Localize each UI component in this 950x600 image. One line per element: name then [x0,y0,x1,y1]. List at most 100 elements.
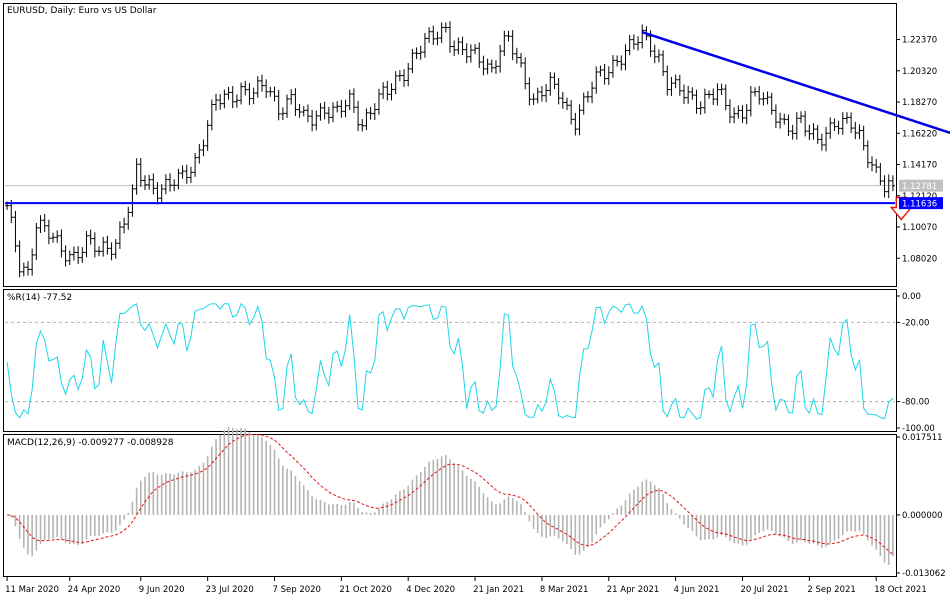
ohlc-bar [506,30,511,42]
ohlc-bar [272,86,277,102]
macd-tick-label: -0.013062 [902,569,946,579]
time-tick-label: 24 Apr 2020 [68,585,121,595]
ohlc-bar [147,174,152,190]
ohlc-bar [481,55,486,76]
ohlc-bar [719,83,724,96]
level-price-badge-bg [899,197,943,210]
ohlc-bar [874,159,879,173]
price-tick-label: 1.12120 [902,192,937,202]
time-tick-label: 21 Jan 2021 [473,585,524,595]
ohlc-bar [21,262,26,277]
current-price-badge-bg [899,179,943,192]
ohlc-bar [502,30,507,57]
ohlc-bar [402,69,407,87]
ohlc-bar [368,106,373,120]
ohlc-bar [305,104,310,123]
ohlc-bar [861,125,866,151]
ohlc-bar [243,80,248,96]
ohlc-bar [42,213,47,233]
price-tick-label: 1.10070 [902,223,937,233]
time-tick-label: 4 Jun 2021 [674,585,720,595]
ohlc-bar [640,24,645,49]
ohlc-bar [314,110,319,131]
ohlc-bar [381,82,386,99]
ohlc-bar [564,97,569,111]
ohlc-bar [636,36,641,51]
macd-tick-label: 0.017511 [902,433,943,443]
ohlc-bar [849,112,854,134]
ohlc-bar [222,89,227,109]
wpr-tick-label: -100.00 [902,424,935,434]
ohlc-bar [870,156,875,172]
ohlc-bar [134,158,139,195]
ohlc-bar [807,124,812,141]
ohlc-bar [255,76,260,98]
ohlc-bar [67,250,72,266]
ohlc-bar [80,247,85,263]
ohlc-bar [347,89,352,111]
ohlc-bar [544,84,549,103]
ohlc-bar [230,86,235,109]
ohlc-bar [122,217,127,234]
ohlc-bar [844,112,849,124]
ohlc-bar [431,25,436,45]
ohlc-bar [113,238,118,259]
ohlc-bar [510,29,515,61]
macd-panel-title: MACD(12,26,9) -0.009277 -0.008928 [7,438,174,448]
macd-tick-label: 0.000000 [902,511,943,521]
ohlc-bar [464,43,469,64]
ohlc-bar [832,118,837,132]
ohlc-bar [840,112,845,135]
ohlc-bar [117,221,122,249]
ohlc-bar [610,55,615,78]
macd-signal-line [7,434,894,555]
ohlc-bar [264,79,269,99]
ohlc-bar [259,74,264,92]
ohlc-bar [293,88,298,116]
ohlc-bar [761,92,766,106]
ohlc-bar [138,157,143,187]
ohlc-bar [310,109,315,132]
ohlc-bar [711,88,716,105]
ohlc-bar [694,89,699,114]
ohlc-bar [410,48,415,74]
ohlc-bar [790,124,795,140]
ohlc-bar [698,101,703,115]
ohlc-bar [690,87,695,100]
ohlc-bar [477,42,482,68]
ohlc-bar [209,99,214,131]
ohlc-bar [55,230,60,243]
current-price-badge-text: 1.12781 [902,182,937,192]
price-tick-label: 1.22370 [902,36,937,46]
ohlc-bar [71,246,76,261]
ohlc-bar [460,36,465,56]
ohlc-bar [473,44,478,55]
ohlc-bar [498,44,503,73]
ohlc-bar [577,104,582,136]
time-tick-label: 21 Apr 2021 [607,585,660,595]
wpr-panel-title: %R(14) -77.52 [7,293,72,303]
ohlc-bar [753,87,758,97]
ohlc-bar [276,89,281,121]
macd-series [7,427,894,565]
wpr-line [6,302,894,420]
time-tick-label: 20 Jul 2021 [740,585,788,595]
ohlc-bar [376,88,381,115]
ohlc-bar [418,45,423,60]
ohlc-bar [686,85,691,104]
ohlc-bar [439,22,444,44]
ohlc-bar [539,86,544,102]
ohlc-bar [773,104,778,129]
ohlc-bar [531,93,536,105]
ohlc-bar [163,174,168,195]
ohlc-bar [201,139,206,157]
ohlc-bar [493,60,498,74]
ohlc-bar [372,103,377,120]
ohlc-bar [105,235,110,255]
ohlc-bar [172,179,177,192]
ohlc-bar [343,99,348,118]
ohlc-bar [803,110,808,137]
time-tick-label: 21 Oct 2020 [339,585,392,595]
ohlc-bar [815,124,820,144]
ohlc-bar [142,175,147,191]
